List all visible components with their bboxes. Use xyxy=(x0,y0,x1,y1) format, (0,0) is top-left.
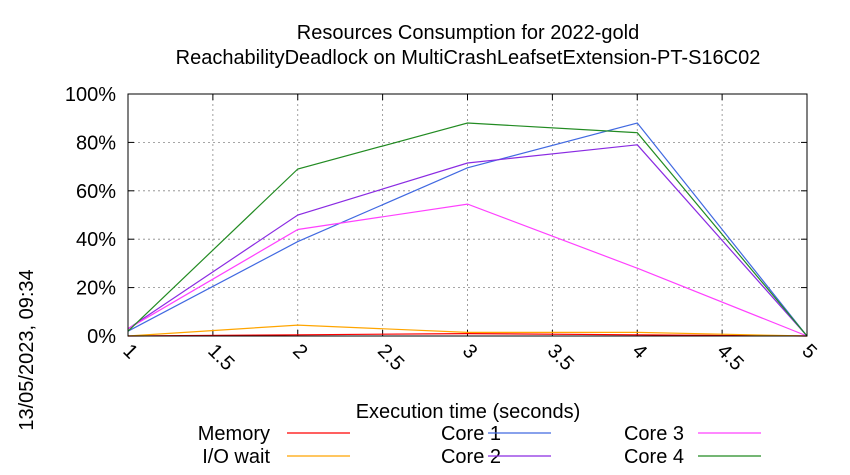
x-tick-label: 2 xyxy=(288,340,311,363)
y-tick-label: 80% xyxy=(76,132,116,154)
series-line-core-4 xyxy=(127,122,808,337)
x-tick-label: 4.5 xyxy=(713,340,748,375)
chart-title-line1: Resources Consumption for 2022-gold xyxy=(297,22,639,44)
legend-item: Core 1 xyxy=(441,423,551,445)
legend-label: Core 1 xyxy=(441,423,501,445)
legend-label: Core 4 xyxy=(624,446,684,468)
x-tick-label: 2.5 xyxy=(373,340,408,375)
side-timestamp-label: 13/05/2023, 09:34 xyxy=(16,269,38,430)
x-tick-label: 3 xyxy=(458,340,481,363)
series-lines xyxy=(127,122,808,337)
x-tick-label: 1 xyxy=(118,340,141,363)
grid-lines xyxy=(128,94,807,336)
legend-label: Core 3 xyxy=(624,423,684,445)
series-line-memory xyxy=(127,332,808,337)
y-tick-label: 0% xyxy=(87,326,116,348)
y-tick-label: 20% xyxy=(76,278,116,300)
plot-frame xyxy=(127,93,808,337)
legend-item: I/O wait xyxy=(202,446,350,468)
legend-item: Core 3 xyxy=(624,423,761,445)
series-line-core-3 xyxy=(127,203,808,337)
y-tick-label: 60% xyxy=(76,181,116,203)
legend-label: I/O wait xyxy=(202,446,270,468)
series-line-core-2 xyxy=(127,144,808,337)
legend-label: Core 2 xyxy=(441,446,501,468)
y-axis-ticks: 0% 20% 40% 60% 80% 100% xyxy=(65,84,807,348)
series-line-core-1 xyxy=(127,122,808,337)
legend-item: Core 2 xyxy=(441,446,551,468)
y-tick-label: 40% xyxy=(76,229,116,251)
x-tick-label: 3.5 xyxy=(543,340,578,375)
x-tick-label: 1.5 xyxy=(203,340,238,375)
x-axis-label: Execution time (seconds) xyxy=(356,401,581,423)
legend-item: Memory xyxy=(198,423,350,445)
y-tick-label: 100% xyxy=(65,84,116,106)
x-tick-label: 5 xyxy=(797,340,820,363)
legend-item: Core 4 xyxy=(624,446,761,468)
x-tick-label: 4 xyxy=(628,340,651,363)
series-line-i-o-wait xyxy=(127,324,808,337)
chart-title-line2: ReachabilityDeadlock on MultiCrashLeafse… xyxy=(176,47,761,69)
legend-label: Memory xyxy=(198,423,270,445)
